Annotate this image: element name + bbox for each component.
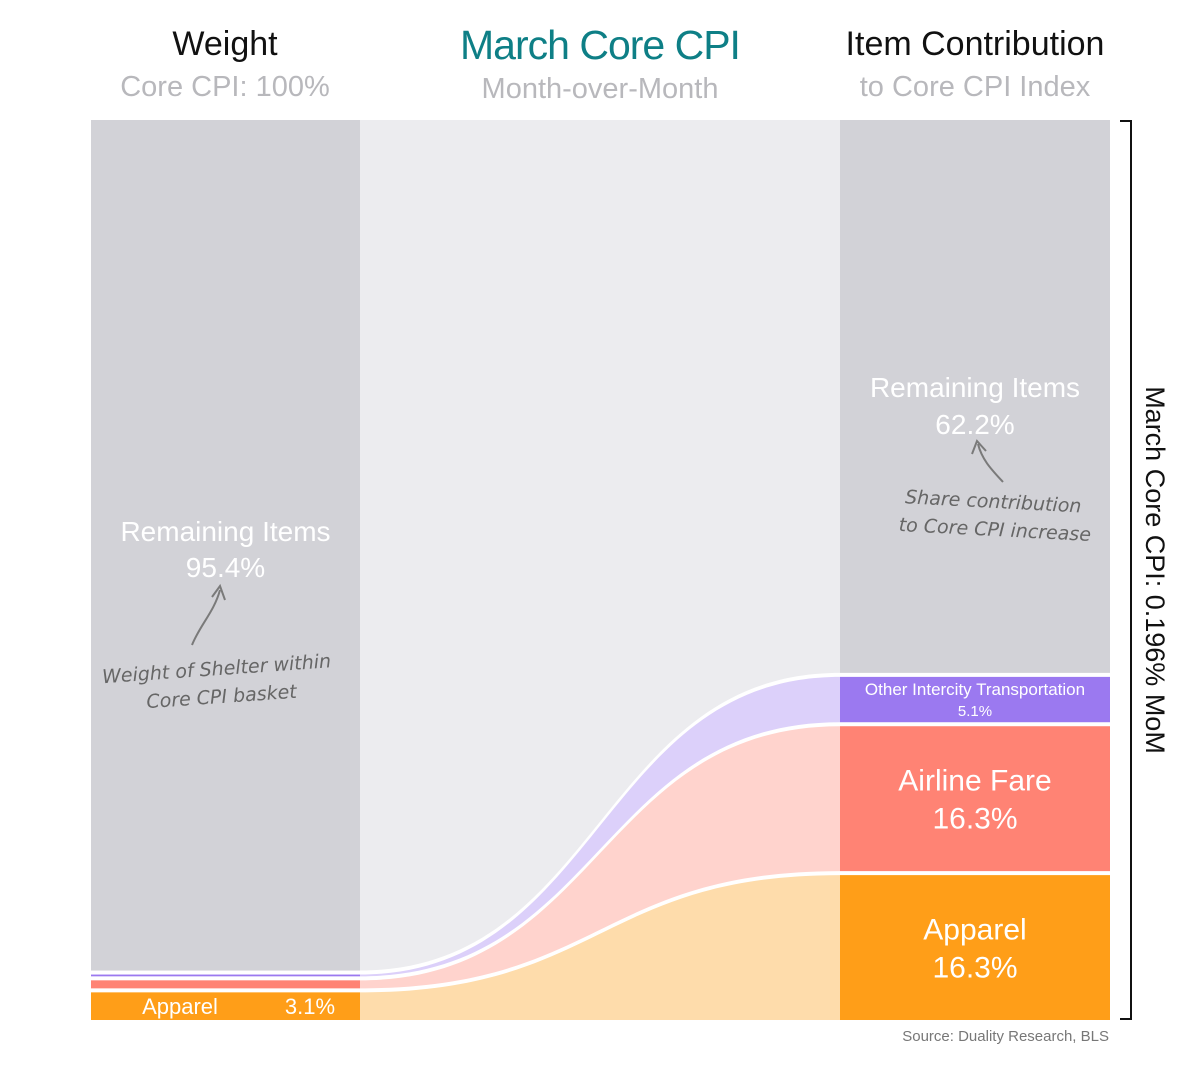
bracket-label: March Core CPI: 0.196% MoM xyxy=(1140,386,1170,754)
right-airline-fare-value: 16.3% xyxy=(932,803,1017,836)
flows-group xyxy=(360,120,840,1020)
right-airline-fare-label: Airline Fare xyxy=(898,765,1051,798)
flow-remaining-items xyxy=(360,120,840,971)
right-annotation-arrowhead xyxy=(971,439,987,455)
left-node-airline-fare xyxy=(91,980,360,989)
left-apparel-label: Apparel xyxy=(142,994,218,1019)
nodes-group xyxy=(91,120,1110,1020)
left-node-other-intercity-transportation xyxy=(91,974,360,977)
left-remaining-label: Remaining Items xyxy=(120,516,330,547)
left-header-subtitle: Core CPI: 100% xyxy=(120,71,330,103)
right-other-intercity-value: 5.1% xyxy=(958,703,992,720)
right-remaining-value: 62.2% xyxy=(935,409,1014,440)
right-apparel-value: 16.3% xyxy=(932,952,1017,985)
left-apparel-value: 3.1% xyxy=(285,994,335,1019)
right-annotation: Share contribution to Core CPI increase xyxy=(898,439,1093,546)
right-annotation-arrow xyxy=(977,443,1004,483)
right-node-remaining-items xyxy=(840,120,1110,673)
source-note: Source: Duality Research, BLS xyxy=(902,1028,1109,1045)
chart-subtitle: Month-over-Month xyxy=(482,73,719,105)
left-annotation-arrowhead xyxy=(211,583,226,601)
right-other-intercity-label: Other Intercity Transportation xyxy=(865,680,1085,699)
right-header-title: Item Contribution xyxy=(846,25,1105,63)
right-annotation-text: Share contribution to Core CPI increase xyxy=(898,486,1093,546)
left-remaining-value: 95.4% xyxy=(186,552,265,583)
right-remaining-label: Remaining Items xyxy=(870,372,1080,403)
labels-group: Remaining Items 95.4% Apparel 3.1% Remaining… xyxy=(120,372,1085,1019)
right-header-subtitle: to Core CPI Index xyxy=(860,71,1091,103)
flow-other-intercity-transportation xyxy=(360,676,840,977)
flow-apparel xyxy=(360,875,840,1020)
left-node-apparel xyxy=(91,992,360,1020)
right-node-apparel xyxy=(840,875,1110,1020)
flow-airline-fare xyxy=(360,726,840,989)
right-node-other-intercity-transportation xyxy=(840,676,1110,723)
total-bracket xyxy=(1120,120,1132,1020)
chart-title: March Core CPI xyxy=(460,22,740,68)
left-annotation-arrow xyxy=(191,589,221,646)
right-apparel-label: Apparel xyxy=(923,914,1026,947)
left-header-title: Weight xyxy=(172,25,278,63)
left-node-remaining-items xyxy=(91,120,360,971)
right-node-airline-fare xyxy=(840,726,1110,872)
